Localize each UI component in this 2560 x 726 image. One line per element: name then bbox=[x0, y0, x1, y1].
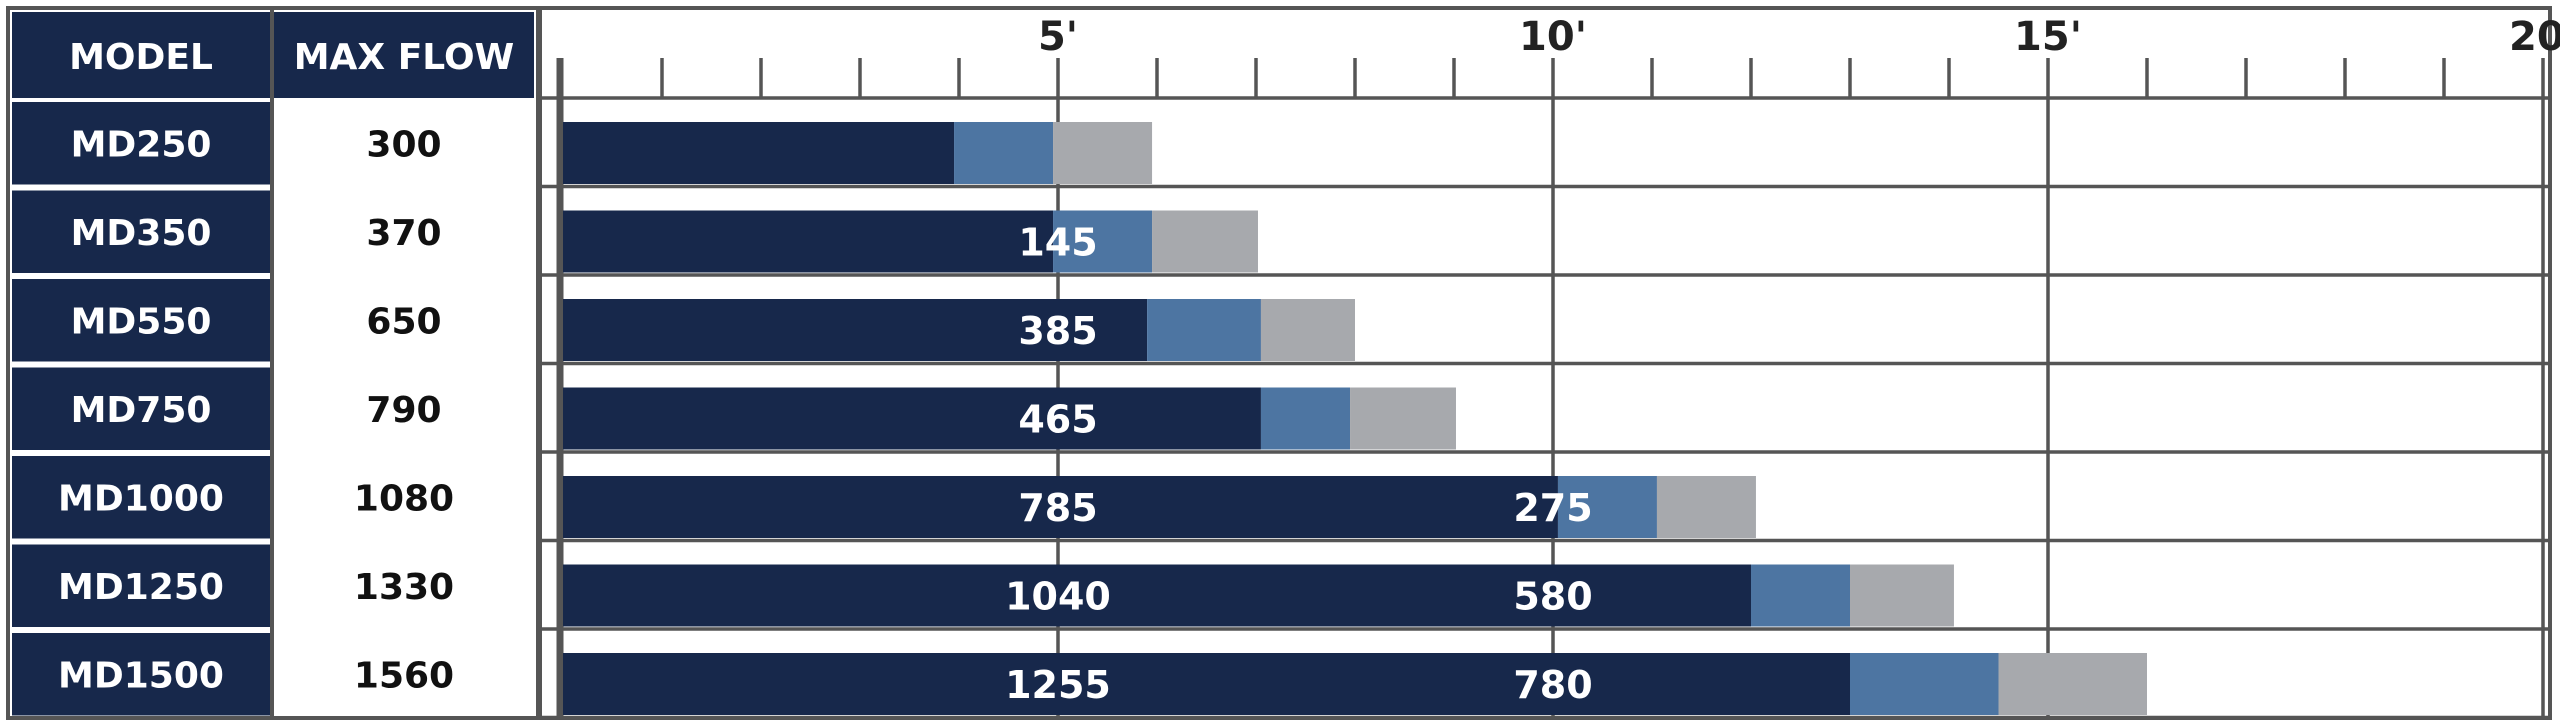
model-header: MODEL bbox=[69, 37, 213, 78]
model-cell bbox=[12, 279, 270, 362]
bar-segment bbox=[563, 299, 1148, 361]
max-flow-value: 300 bbox=[366, 124, 441, 165]
bar-value-label: 1255 bbox=[1005, 663, 1111, 707]
bar-value-label: 65 bbox=[1527, 132, 1580, 176]
bar-segment bbox=[954, 122, 1054, 184]
bar-value-label: 1040 bbox=[1005, 575, 1111, 619]
flow-cell bbox=[274, 279, 534, 362]
chart-grid bbox=[538, 6, 2552, 720]
model-table: MODEL MAX FLOW MD250 300 MD350 370 MD550 650 M… bbox=[6, 6, 540, 720]
flow-cell bbox=[274, 102, 534, 185]
bar-segment bbox=[1350, 387, 1456, 450]
bar-segment bbox=[563, 387, 1261, 450]
bar-value-label: 275 bbox=[1513, 486, 1592, 530]
bar-segment bbox=[1152, 210, 1258, 273]
model-name: MD1000 bbox=[58, 478, 224, 519]
tick-label: 5' bbox=[1038, 14, 1078, 60]
model-cell bbox=[12, 633, 270, 716]
tick-label: 20' bbox=[2509, 14, 2560, 60]
flow-header-cell bbox=[274, 12, 534, 98]
bar-segment bbox=[1260, 299, 1355, 361]
bar-segment bbox=[1850, 653, 1999, 715]
model-header-cell bbox=[12, 12, 270, 98]
bar-segment bbox=[1656, 476, 1756, 538]
model-cell bbox=[12, 367, 270, 450]
bar-value-label: 465 bbox=[1018, 398, 1097, 442]
model-name: MD250 bbox=[71, 124, 212, 165]
max-flow-value: 370 bbox=[366, 213, 441, 254]
bar-segment bbox=[1998, 653, 2147, 715]
flow-cell bbox=[274, 456, 534, 539]
chart-labels: 5' 10' 15' 20' 65 145 385 465 785 275 1040 580 1255 7… bbox=[1005, 14, 2560, 707]
model-cell bbox=[12, 102, 270, 185]
tick-label: 15' bbox=[2014, 14, 2082, 60]
bar-segment bbox=[1053, 210, 1153, 273]
model-name: MD1500 bbox=[58, 655, 224, 696]
bar-segment bbox=[1053, 122, 1153, 184]
max-flow-value: 650 bbox=[366, 301, 441, 342]
flow-cell bbox=[274, 633, 534, 716]
flow-cell bbox=[274, 190, 534, 273]
model-cell bbox=[12, 544, 270, 627]
model-name: MD1250 bbox=[58, 567, 224, 608]
bar-value-label: 145 bbox=[1018, 221, 1097, 265]
flow-header: MAX FLOW bbox=[294, 37, 515, 78]
bar-segment bbox=[1557, 476, 1657, 538]
bar-value-label: 780 bbox=[1513, 663, 1592, 707]
bar-segment bbox=[1260, 387, 1351, 450]
flow-cell bbox=[274, 367, 534, 450]
max-flow-value: 1080 bbox=[354, 478, 454, 519]
bar-segment bbox=[1751, 564, 1850, 627]
model-name: MD550 bbox=[71, 301, 212, 342]
bar-segment bbox=[563, 653, 1850, 715]
model-cell bbox=[12, 190, 270, 273]
flow-cell bbox=[274, 544, 534, 627]
max-flow-value: 1330 bbox=[354, 567, 454, 608]
bar-segment bbox=[563, 122, 955, 184]
model-cell bbox=[12, 456, 270, 539]
bar-segment bbox=[563, 210, 1054, 273]
model-name: MD350 bbox=[71, 213, 212, 254]
max-flow-value: 1560 bbox=[354, 655, 454, 696]
bar-segment bbox=[1147, 299, 1261, 361]
bar-segment bbox=[1850, 564, 1954, 627]
tick-label: 10' bbox=[1519, 14, 1587, 60]
bar-value-label: 580 bbox=[1513, 575, 1592, 619]
max-flow-value: 790 bbox=[366, 390, 441, 431]
model-name: MD750 bbox=[71, 390, 212, 431]
bar-segment bbox=[563, 476, 1558, 538]
bar-value-label: 385 bbox=[1018, 309, 1097, 353]
bar-segment bbox=[563, 564, 1751, 627]
chart-bars bbox=[563, 122, 2147, 715]
bar-value-label: 785 bbox=[1018, 486, 1097, 530]
